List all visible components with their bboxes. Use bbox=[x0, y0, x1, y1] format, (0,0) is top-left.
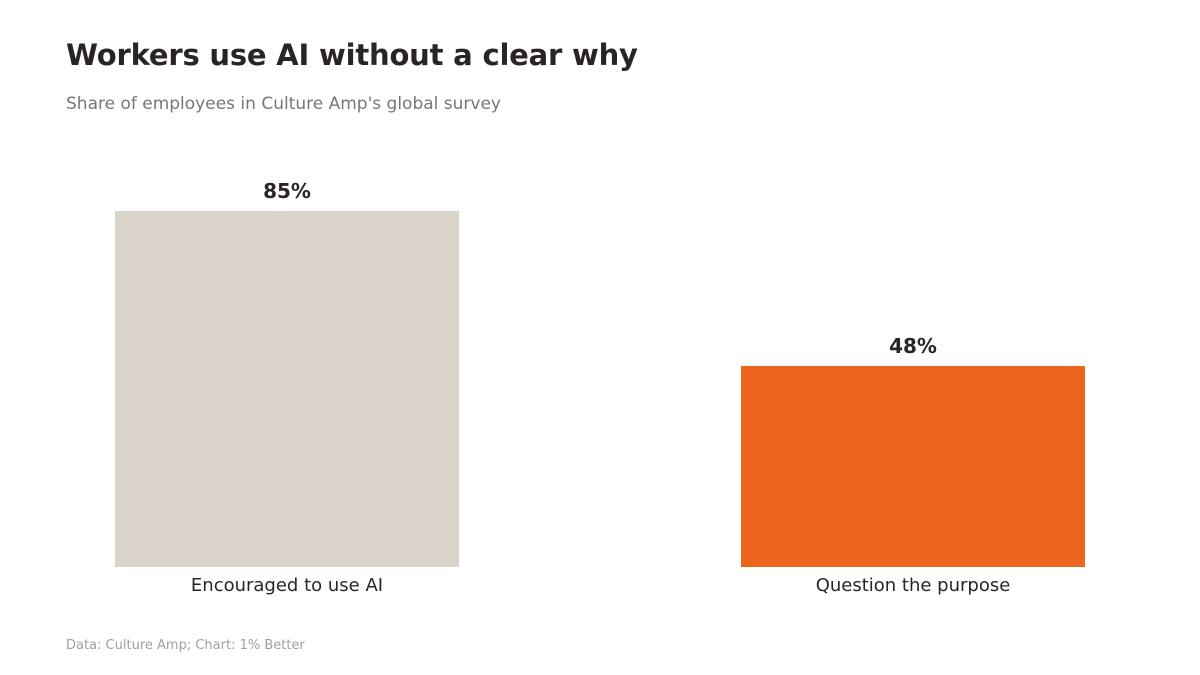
category-label-1: Question the purpose bbox=[816, 575, 1011, 596]
bar-1 bbox=[741, 365, 1085, 567]
value-label-0: 85% bbox=[263, 179, 311, 203]
chart-title: Workers use AI without a clear why bbox=[66, 38, 638, 72]
bar-0 bbox=[115, 211, 459, 567]
category-label-0: Encouraged to use AI bbox=[191, 575, 383, 596]
chart-subtitle: Share of employees in Culture Amp's glob… bbox=[66, 94, 501, 114]
value-label-1: 48% bbox=[889, 334, 937, 358]
source-note: Data: Culture Amp; Chart: 1% Better bbox=[66, 638, 305, 653]
